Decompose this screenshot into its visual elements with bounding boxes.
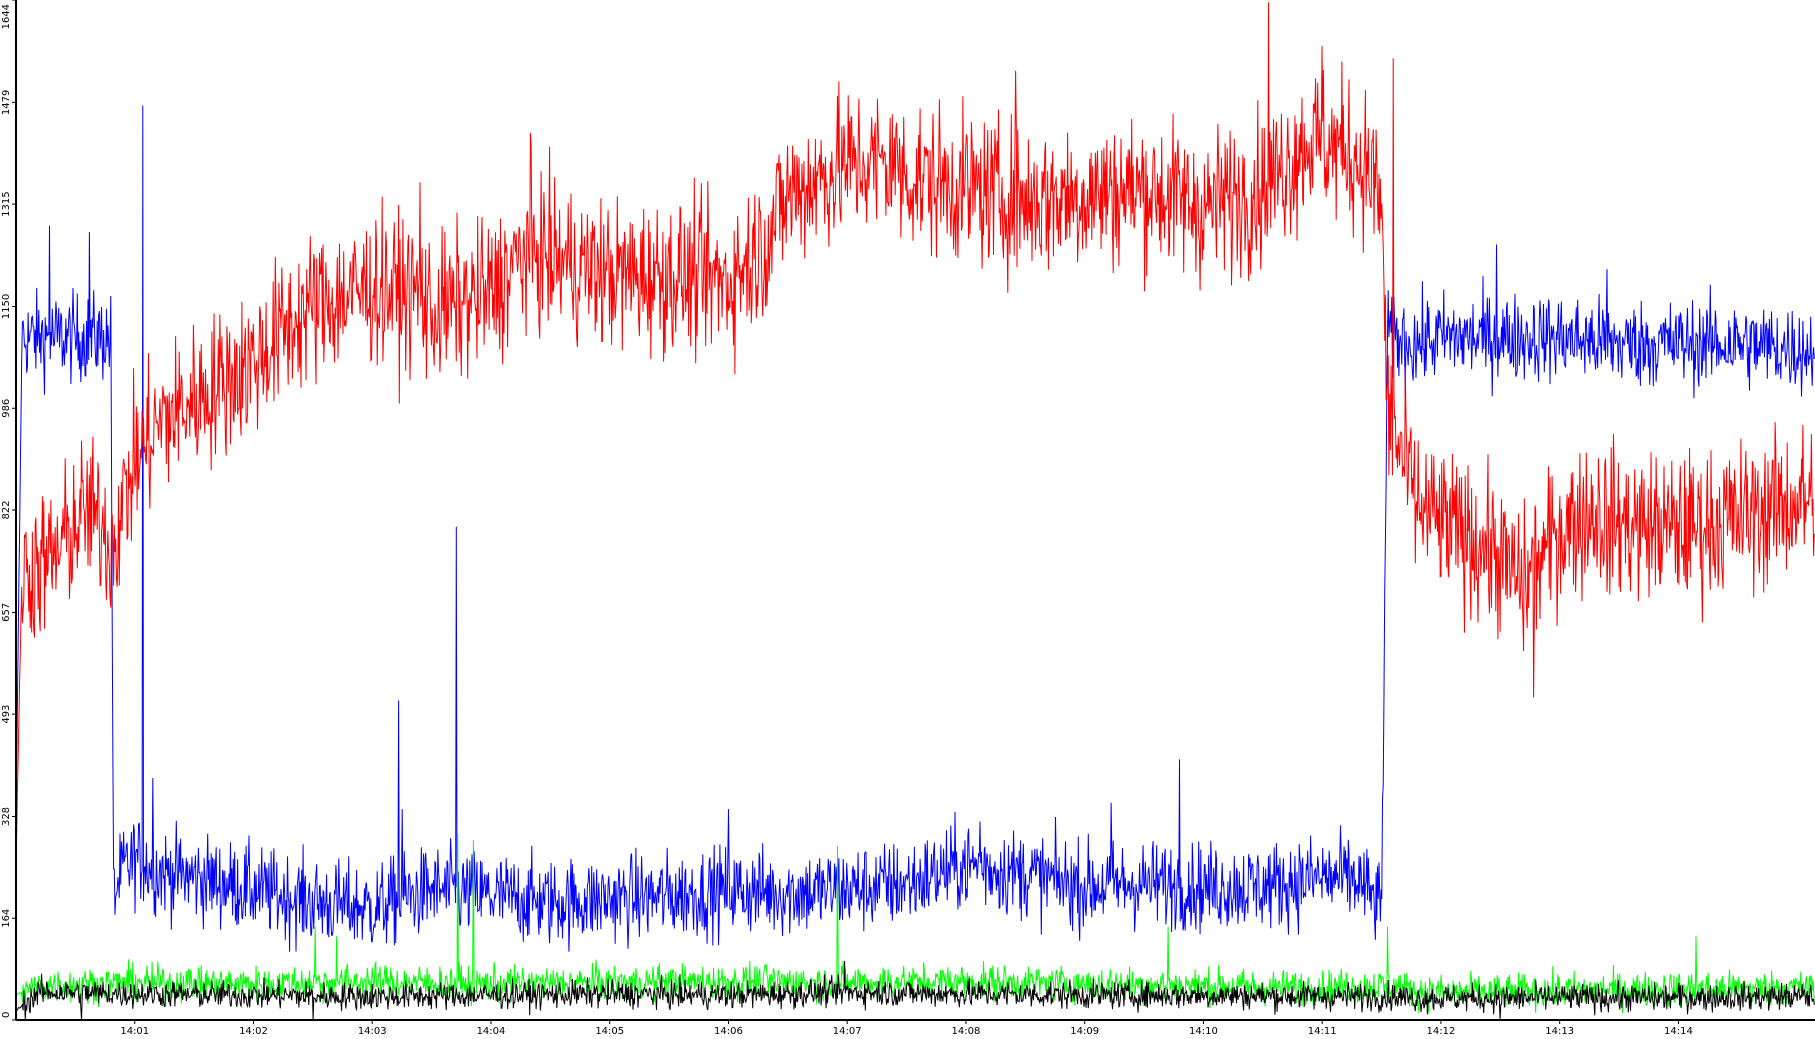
y-tick-label: 822	[1, 500, 12, 519]
series-line-2	[15, 105, 1815, 952]
x-tick-label: 14:09	[1070, 1026, 1099, 1037]
x-tick-label: 14:10	[1189, 1026, 1218, 1037]
y-tick-label: 0	[1, 1012, 12, 1018]
y-tick-label: 164	[1, 909, 12, 928]
x-tick-label: 14:03	[358, 1026, 387, 1037]
x-tick-label: 14:05	[595, 1026, 624, 1037]
y-tick-label: 328	[1, 807, 12, 826]
y-tick-label: 1315	[1, 191, 12, 216]
x-tick-label: 14:07	[833, 1026, 862, 1037]
y-tick-label: 1150	[1, 294, 12, 319]
x-tick-label: 14:14	[1664, 1026, 1693, 1037]
x-tick-label: 14:13	[1545, 1026, 1574, 1037]
x-axis-ticks: 14:01 14:02 14:03 14:04 14:05 14:06 14:07 14:08…	[120, 1020, 1693, 1037]
y-tick-label: 493	[1, 705, 12, 724]
series-line-1	[15, 2, 1815, 870]
y-tick-label: 1479	[1, 90, 12, 115]
x-tick-label: 14:06	[714, 1026, 743, 1037]
y-tick-label: 1644	[1, 4, 12, 29]
x-tick-label: 14:08	[952, 1026, 981, 1037]
x-tick-label: 14:11	[1308, 1026, 1337, 1037]
x-tick-label: 14:04	[477, 1026, 506, 1037]
series-line-3	[15, 833, 1815, 1014]
series-layer	[15, 2, 1815, 1021]
y-tick-label: 657	[1, 603, 12, 622]
y-axis-ticks: 0 164 328 493 657 822 986 1150 1315 1479 1644	[1, 0, 16, 1021]
y-tick-label: 986	[1, 399, 12, 418]
series-line-4	[15, 961, 1815, 1021]
x-tick-label: 14:12	[1427, 1026, 1456, 1037]
x-tick-label: 14:01	[120, 1026, 149, 1037]
x-tick-label: 14:02	[239, 1026, 268, 1037]
